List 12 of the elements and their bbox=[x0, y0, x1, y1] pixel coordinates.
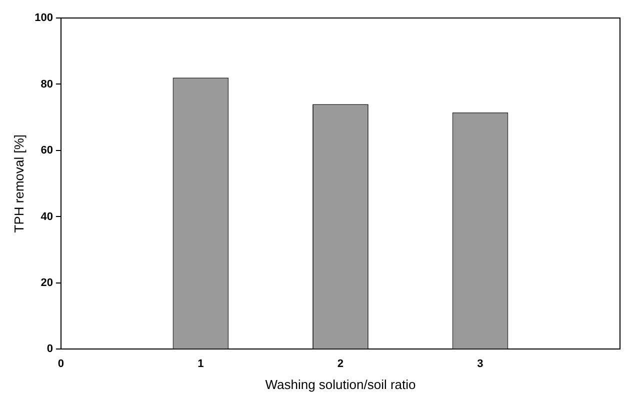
x-tick-label: 2 bbox=[337, 358, 344, 370]
y-tick-label: 60 bbox=[40, 144, 53, 157]
y-axis-title: TPH removal [%] bbox=[11, 134, 26, 233]
x-tick-label: 1 bbox=[198, 358, 204, 370]
x-axis-title: Washing solution/soil ratio bbox=[265, 376, 416, 392]
y-tick-label: 40 bbox=[40, 210, 53, 223]
y-tick-label: 80 bbox=[40, 78, 53, 90]
x-tick-label: 3 bbox=[477, 358, 484, 370]
y-tick-label: 100 bbox=[34, 12, 53, 24]
y-tick-label: 0 bbox=[46, 343, 53, 356]
x-tick-label: 0 bbox=[58, 358, 64, 370]
y-tick-label: 20 bbox=[40, 276, 53, 289]
